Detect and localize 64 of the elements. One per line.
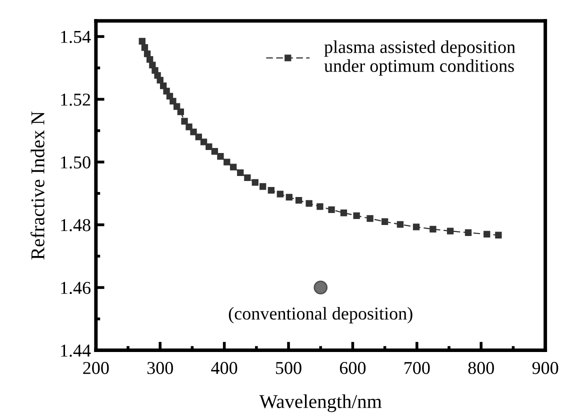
y-tick-label: 1.46 [61,282,91,294]
point [340,210,348,216]
point [353,212,360,220]
x-tick-label: 500 [276,362,302,374]
point [260,183,266,190]
point [177,108,184,116]
point [237,169,244,176]
point [190,128,197,136]
point [230,164,237,170]
point [181,118,188,125]
point [316,203,324,210]
point [195,134,202,140]
annotation: (conventional deposition) [228,306,412,324]
x-tick-label: 300 [147,362,173,374]
y-tick-label: 1.52 [61,94,90,106]
point [464,229,472,236]
point [211,148,218,155]
y-tick-label: 1.50 [61,156,90,169]
x-tick-label: 900 [532,362,558,374]
point [200,138,208,146]
point [495,232,502,238]
point [152,67,158,74]
point [160,82,167,90]
y-tick-label: 1.54 [61,30,91,44]
y-tick-label: 1.44 [61,344,91,357]
point [163,88,170,94]
point [276,190,284,198]
point [154,72,161,79]
point [314,280,328,294]
point [156,76,164,84]
legend-label: plasma assisted deposition under optimum conditions [324,40,516,76]
point [138,38,146,45]
point [306,200,312,207]
x-tick-label: 800 [468,362,494,374]
point [217,153,224,160]
point [396,221,404,228]
x-axis-title: Wavelength/nm [259,394,382,412]
point [144,50,151,58]
point [170,98,176,104]
point [224,158,230,166]
x-tick-label: 600 [340,362,366,374]
point [252,179,258,186]
x-tick-label: 700 [404,362,430,374]
point [173,103,180,110]
point [206,143,212,150]
point [141,44,148,51]
point [268,186,275,194]
point [146,56,154,63]
point [149,62,156,68]
point [484,230,490,238]
point [430,226,436,233]
y-tick-label: 1.48 [61,219,90,232]
point [328,206,335,214]
point [381,218,388,225]
point [286,194,292,201]
point [412,224,420,230]
point [244,174,251,182]
point [446,228,454,234]
y-axis-title: Refractive Index N [30,112,44,260]
x-tick-label: 200 [83,362,109,374]
point [186,124,192,130]
x-tick-label: 400 [211,362,238,374]
point [366,215,374,222]
point [295,196,302,204]
